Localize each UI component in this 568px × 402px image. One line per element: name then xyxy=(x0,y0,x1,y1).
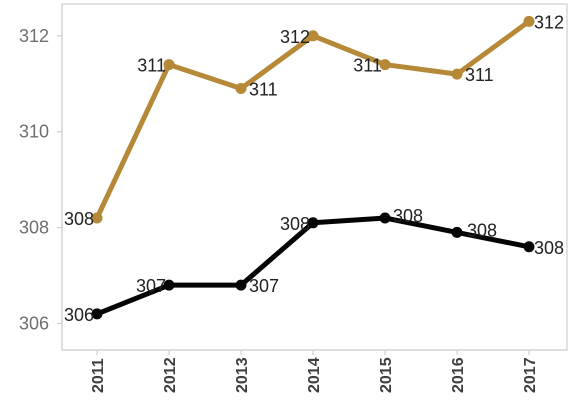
x-tick-label: 2011 xyxy=(90,358,107,393)
data-point xyxy=(91,308,103,320)
x-tick-label: 2017 xyxy=(522,357,539,393)
data-label: 308 xyxy=(534,238,564,258)
data-point xyxy=(307,217,319,229)
x-tick-label: 2014 xyxy=(306,357,323,393)
data-label: 306 xyxy=(64,305,94,325)
data-label: 308 xyxy=(280,214,310,234)
data-label: 311 xyxy=(465,65,494,85)
data-label: 312 xyxy=(534,12,564,32)
data-point xyxy=(451,68,463,80)
y-tick-label: 310 xyxy=(19,122,49,142)
x-tick-label: 2016 xyxy=(450,357,467,393)
data-label: 312 xyxy=(280,27,310,47)
data-point xyxy=(451,226,463,238)
series-line xyxy=(94,215,532,317)
y-tick-label: 312 xyxy=(19,26,49,46)
x-tick-label: 2015 xyxy=(378,357,395,393)
y-tick-label: 306 xyxy=(19,314,49,334)
data-point xyxy=(379,59,391,71)
data-point xyxy=(163,279,175,291)
data-point xyxy=(523,241,535,253)
data-label: 308 xyxy=(467,220,497,240)
y-axis: 306 308 310 312 xyxy=(19,26,62,334)
y-tick-label: 308 xyxy=(19,218,49,238)
series-2: 306 307 307 308 308 308 308 xyxy=(64,206,564,325)
data-point xyxy=(379,212,391,224)
data-label: 308 xyxy=(64,209,94,229)
data-label: 311 xyxy=(353,56,382,76)
data-label: 308 xyxy=(393,206,423,226)
data-label: 311 xyxy=(249,80,278,100)
x-axis: 2011 2012 2013 2014 2015 2016 2017 xyxy=(90,350,539,393)
series-1: 308 311 311 312 311 311 312 xyxy=(64,12,564,229)
data-point xyxy=(235,279,247,291)
data-point xyxy=(91,212,103,224)
x-tick-label: 2012 xyxy=(162,357,179,393)
data-label: 311 xyxy=(137,56,166,76)
data-point xyxy=(163,59,175,71)
series-line xyxy=(94,18,532,221)
data-label: 307 xyxy=(249,276,279,296)
x-tick-label: 2013 xyxy=(234,357,251,393)
data-label: 307 xyxy=(136,276,166,296)
data-point xyxy=(235,83,247,95)
data-point xyxy=(523,15,535,27)
data-point xyxy=(307,30,319,42)
